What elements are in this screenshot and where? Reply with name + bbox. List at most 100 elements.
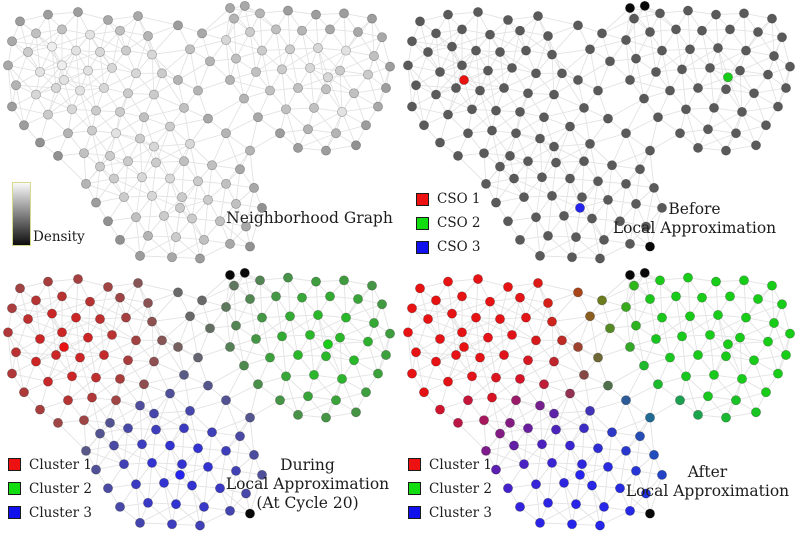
graph-node <box>741 45 751 56</box>
graph-node <box>221 35 231 45</box>
graph-node <box>473 7 483 17</box>
graph-node <box>523 354 533 365</box>
graph-node <box>205 56 215 67</box>
graph-node <box>697 292 707 303</box>
graph-node <box>99 83 109 93</box>
graph-node <box>451 83 461 93</box>
graph-node <box>635 430 645 441</box>
graph-node <box>487 125 497 136</box>
graph-node <box>99 349 109 360</box>
graph-node <box>577 458 587 469</box>
graph-node <box>203 380 213 391</box>
density-colorbar <box>12 182 31 246</box>
graph-node <box>693 83 703 93</box>
cluster-2-label: Cluster 2 <box>29 480 93 497</box>
graph-node <box>625 505 635 516</box>
graph-node <box>31 356 41 367</box>
graph-node <box>523 88 533 99</box>
graph-node <box>505 417 515 428</box>
graph-node <box>657 312 667 323</box>
graph-node <box>179 369 189 380</box>
graph-node <box>159 210 169 221</box>
graph-node <box>245 412 255 423</box>
graph-node <box>285 310 295 321</box>
graph-node <box>597 294 607 305</box>
graph-node <box>305 329 315 340</box>
graph-node <box>159 477 169 488</box>
graph-node <box>143 297 153 308</box>
graph-node <box>495 428 505 439</box>
graph-node <box>657 202 667 213</box>
graph-node <box>115 373 125 384</box>
graph-node <box>451 349 461 360</box>
graph-node <box>111 394 121 405</box>
graph-node <box>739 274 749 285</box>
graph-node <box>165 388 175 398</box>
graph-node <box>43 276 53 287</box>
graph-node <box>573 20 583 31</box>
graph-node <box>241 221 251 232</box>
graph-node <box>457 326 467 337</box>
graph-node <box>467 370 477 381</box>
graph-node <box>149 356 159 367</box>
graph-node <box>721 412 731 423</box>
legend-row-cluster-1: Cluster 1 <box>8 458 92 472</box>
graph-node <box>585 44 595 55</box>
graph-node <box>625 341 635 352</box>
graph-node <box>639 360 649 371</box>
graph-node <box>495 313 505 324</box>
graph-node <box>193 85 203 96</box>
graph-node <box>723 338 733 349</box>
panel-during-local-approximation: Cluster 1 Cluster 2 Cluster 3 During Loc… <box>0 267 400 533</box>
graph-node <box>767 280 777 291</box>
graph-node <box>511 394 521 405</box>
graph-node <box>495 161 505 172</box>
graph-node <box>735 332 745 343</box>
graph-node <box>567 518 577 529</box>
graph-node <box>83 332 93 343</box>
graph-node <box>457 24 467 35</box>
graph-node <box>585 405 595 416</box>
graph-node <box>135 250 145 261</box>
graph-node <box>313 309 323 320</box>
graph-node <box>603 194 613 205</box>
graph-node <box>105 150 115 161</box>
graph-node <box>481 178 491 189</box>
graph-node <box>593 352 603 363</box>
graph-node <box>599 234 609 245</box>
graph-node <box>147 316 157 327</box>
graph-node <box>655 274 665 285</box>
graph-node <box>579 369 589 380</box>
graph-node <box>587 480 597 490</box>
graph-node <box>573 74 583 85</box>
graph-node <box>471 45 481 56</box>
graph-node <box>207 426 217 437</box>
cluster-legend-during: Cluster 1 Cluster 2 Cluster 3 <box>8 458 92 520</box>
graph-node <box>239 0 250 11</box>
graph-node <box>231 320 241 331</box>
graph-node <box>407 302 417 313</box>
graph-node <box>521 312 531 323</box>
graph-node <box>187 480 197 490</box>
graph-node <box>197 28 207 39</box>
neighborhood-graph-canvas <box>3 0 395 264</box>
graph-node <box>105 417 115 428</box>
title-line: After <box>687 462 728 481</box>
graph-node <box>509 173 519 184</box>
graph-node <box>131 212 141 223</box>
graph-node <box>607 426 617 437</box>
graph-node <box>565 121 575 132</box>
graph-node <box>651 66 661 77</box>
graph-node <box>51 349 61 360</box>
graph-node <box>693 409 703 420</box>
graph-node <box>253 378 263 389</box>
graph-node <box>203 461 213 472</box>
graph-node <box>7 36 17 47</box>
graph-node <box>693 142 703 153</box>
graph-node <box>311 9 321 20</box>
graph-node <box>777 32 787 43</box>
graph-node <box>121 312 131 323</box>
graph-node <box>271 24 281 35</box>
graph-node <box>713 309 723 320</box>
legend-row-cso-1: CSO 1 <box>416 192 481 206</box>
